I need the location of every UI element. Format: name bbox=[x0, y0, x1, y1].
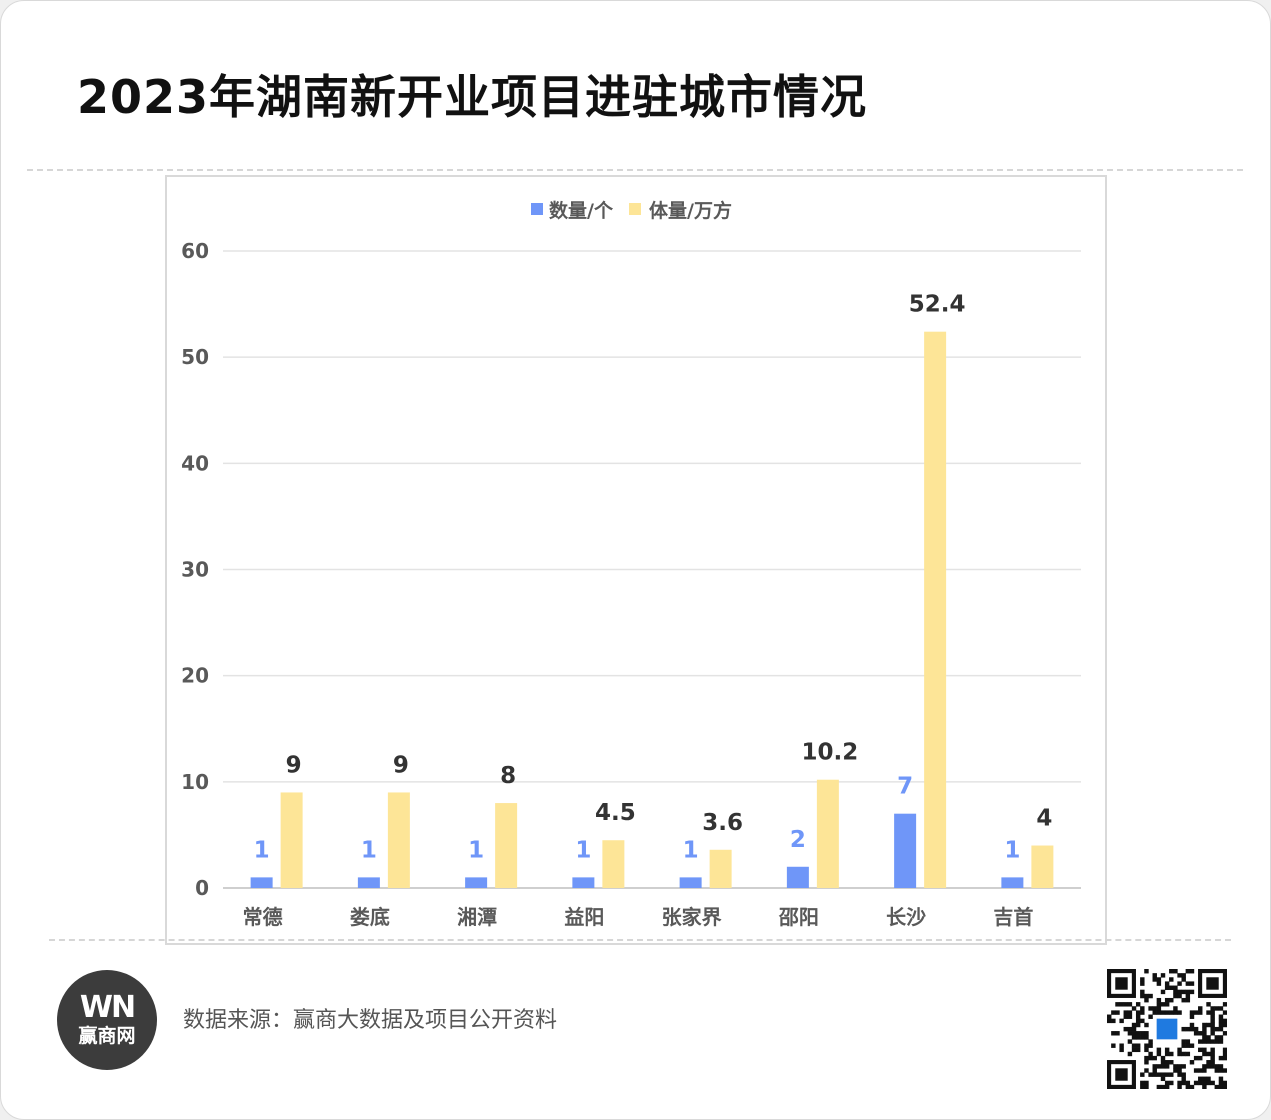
legend-label-count: 数量/个 bbox=[549, 199, 614, 222]
bar-volume bbox=[924, 331, 947, 888]
bar-count bbox=[1001, 877, 1024, 888]
bar-count bbox=[894, 813, 917, 888]
data-label-volume: 8 bbox=[500, 763, 516, 789]
legend-swatch-volume bbox=[629, 203, 641, 215]
x-tick-label: 益阳 bbox=[564, 905, 604, 929]
logo-mark: WN bbox=[79, 990, 136, 1025]
qr-code-icon bbox=[1107, 969, 1227, 1089]
data-label-count: 1 bbox=[683, 837, 699, 863]
bar-count bbox=[465, 877, 488, 888]
y-tick-label: 60 bbox=[181, 239, 209, 263]
x-tick-label: 湘潭 bbox=[457, 905, 497, 929]
y-tick-label: 20 bbox=[181, 664, 209, 688]
bar-count bbox=[357, 877, 380, 888]
data-label-count: 1 bbox=[468, 837, 484, 863]
winshang-logo-icon: WN 赢商网 bbox=[57, 970, 157, 1070]
bar-volume bbox=[280, 792, 303, 888]
chart-frame: 0 10 20 30 40 50 60 数量/个 体量/万方 1 9 常德 1 9 娄底 1 8 湘潭 1 4.5 益阳… bbox=[165, 175, 1107, 945]
data-label-count: 7 bbox=[897, 774, 913, 800]
x-tick-label: 常德 bbox=[243, 905, 283, 929]
bar-count bbox=[572, 877, 595, 888]
bar-count bbox=[679, 877, 702, 888]
bar-volume bbox=[816, 779, 839, 888]
bar-volume bbox=[709, 849, 732, 888]
bar-count bbox=[250, 877, 273, 888]
top-divider bbox=[27, 169, 1243, 171]
y-tick-label: 10 bbox=[181, 770, 209, 794]
x-tick-label: 张家界 bbox=[662, 905, 722, 929]
bar-volume bbox=[387, 792, 410, 888]
data-label-count: 1 bbox=[254, 837, 270, 863]
page-title: 2023年湖南新开业项目进驻城市情况 bbox=[77, 70, 868, 124]
y-tick-label: 40 bbox=[181, 451, 209, 475]
data-label-volume: 3.6 bbox=[702, 810, 743, 836]
bar-volume bbox=[602, 840, 625, 888]
legend-swatch-count bbox=[531, 203, 543, 215]
data-label-count: 2 bbox=[790, 827, 806, 853]
data-label-volume: 52.4 bbox=[909, 292, 966, 318]
x-tick-label: 娄底 bbox=[350, 905, 390, 929]
bottom-divider bbox=[49, 939, 1231, 941]
legend-label-volume: 体量/万方 bbox=[649, 199, 732, 222]
bar-count bbox=[786, 866, 809, 888]
y-tick-label: 50 bbox=[181, 345, 209, 369]
data-label-count: 1 bbox=[575, 837, 591, 863]
data-label-volume: 9 bbox=[286, 752, 302, 778]
data-label-volume: 9 bbox=[393, 752, 409, 778]
y-tick-label: 30 bbox=[181, 558, 209, 582]
data-label-volume: 10.2 bbox=[802, 740, 859, 766]
bar-volume bbox=[495, 803, 518, 888]
bar-volume bbox=[1031, 845, 1054, 888]
data-label-volume: 4.5 bbox=[595, 800, 636, 826]
data-label-volume: 4 bbox=[1036, 806, 1052, 832]
x-tick-label: 长沙 bbox=[886, 905, 926, 929]
logo-text: 赢商网 bbox=[78, 1025, 136, 1047]
data-label-count: 1 bbox=[1004, 837, 1020, 863]
x-tick-label: 吉首 bbox=[993, 905, 1033, 929]
data-source-note: 数据来源：赢商大数据及项目公开资料 bbox=[183, 1008, 558, 1033]
x-tick-label: 邵阳 bbox=[778, 905, 819, 929]
data-label-count: 1 bbox=[361, 837, 377, 863]
y-tick-label: 0 bbox=[195, 876, 209, 900]
